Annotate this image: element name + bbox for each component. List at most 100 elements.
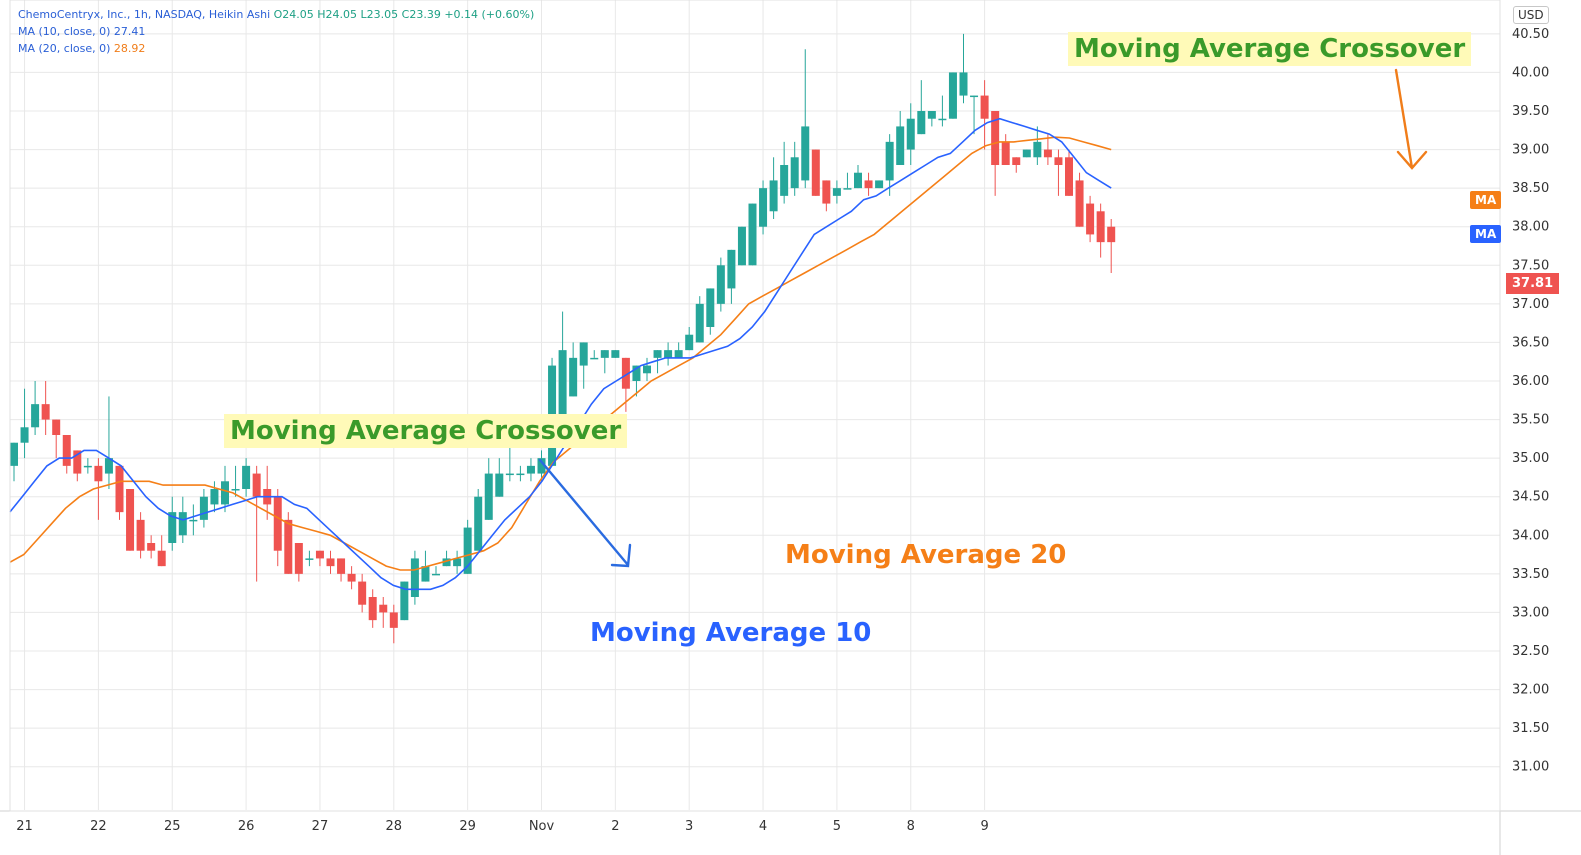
y-tick-label: 41.00 <box>1512 0 1549 3</box>
x-tick-label: 3 <box>685 819 693 834</box>
x-tick-label: 26 <box>238 819 255 834</box>
candle-body <box>347 573 356 582</box>
candle-body <box>273 496 282 551</box>
candle-body <box>1001 141 1010 165</box>
candle-body <box>980 95 989 119</box>
x-tick-label: 22 <box>90 819 107 834</box>
candle-body <box>864 180 873 189</box>
candle-body <box>20 427 29 443</box>
symbol-title: ChemoCentryx, Inc., 1h, NASDAQ, Heikin A… <box>18 8 271 21</box>
candle-body <box>1012 157 1021 165</box>
y-tick-label: 39.50 <box>1512 104 1549 119</box>
y-tick-label: 40.00 <box>1512 65 1549 80</box>
ma20-annotation: Moving Average 20 <box>785 540 1067 570</box>
candle-body <box>147 543 156 551</box>
candle-body <box>1022 149 1031 158</box>
candle-body <box>759 188 768 227</box>
candle-body <box>959 72 968 96</box>
y-tick-label: 36.00 <box>1512 374 1549 389</box>
annotation-arrows <box>538 68 1428 568</box>
candle-body <box>716 265 725 304</box>
candle-body <box>115 465 124 513</box>
ohlc-values: O24.05 H24.05 L23.05 C23.39 +0.14 (+0.60… <box>273 8 535 21</box>
moving-averages <box>9 117 1112 591</box>
candle-body <box>727 249 736 289</box>
candle-body <box>73 450 82 474</box>
candle-body <box>970 95 979 98</box>
y-tick-label: 35.50 <box>1512 413 1549 428</box>
candle-body <box>685 334 694 351</box>
candle-body <box>516 473 525 476</box>
y-tick-label: 32.00 <box>1512 683 1549 698</box>
y-tick-label: 31.50 <box>1512 721 1549 736</box>
candle-body <box>484 473 493 520</box>
candle-body <box>1096 211 1105 243</box>
crossover-callout-2: Moving Average Crossover <box>1068 32 1472 66</box>
candle-body <box>368 597 377 621</box>
candle-body <box>653 350 662 358</box>
candle-body <box>83 465 92 468</box>
candle-body <box>643 365 651 374</box>
candle-body <box>379 604 388 613</box>
candle-body <box>854 172 862 189</box>
candle-body <box>421 566 430 582</box>
candle-body <box>315 550 324 559</box>
ma10-legend-label: MA (10, close, 0) <box>18 25 111 38</box>
candle-body <box>94 465 103 482</box>
candle-body <box>463 527 472 574</box>
x-tick-label: 29 <box>459 819 476 834</box>
ma10-line <box>9 117 1112 591</box>
candle-body <box>664 350 673 358</box>
ma10-annotation: Moving Average 10 <box>590 618 872 648</box>
candle-body <box>389 612 398 628</box>
candle-body <box>537 458 546 474</box>
candle-body <box>1065 157 1073 196</box>
currency-button[interactable]: USD <box>1513 6 1549 24</box>
y-tick-label: 32.50 <box>1512 644 1549 659</box>
x-tick-label: 2 <box>611 819 619 834</box>
candle-body <box>41 404 50 420</box>
ma10-legend-value: 27.41 <box>113 25 146 38</box>
x-tick-label: 21 <box>16 819 33 834</box>
ma20-legend-value: 28.92 <box>113 42 146 55</box>
candle-body <box>748 203 757 266</box>
candle-body <box>1075 180 1084 227</box>
y-tick-label: 36.50 <box>1512 335 1549 350</box>
candle-body <box>221 481 229 505</box>
legend-line-ma20: MA (20, close, 0) 28.92 <box>18 42 145 55</box>
candle-body <box>790 157 799 189</box>
candle-body <box>157 550 166 567</box>
x-tick-label: 9 <box>980 819 988 834</box>
candle-body <box>991 111 1000 165</box>
candle-body <box>305 558 314 560</box>
candle-body <box>811 149 820 196</box>
candle-body <box>832 188 841 196</box>
candle-body <box>948 72 957 119</box>
y-tick-label: 38.00 <box>1512 220 1549 235</box>
candle-body <box>10 442 18 466</box>
candle-body <box>621 357 630 389</box>
candle-body <box>474 496 483 551</box>
candle-body <box>885 141 894 181</box>
candle-body <box>284 519 293 574</box>
candle-body <box>822 180 831 204</box>
candle-body <box>917 111 926 135</box>
arrow-crossover-2 <box>1394 68 1428 170</box>
candle-body <box>896 126 905 165</box>
candle-body <box>938 118 947 121</box>
candle-body <box>136 519 145 551</box>
x-tick-label: 4 <box>759 819 767 834</box>
candle-body <box>210 489 219 505</box>
candle-body <box>632 365 641 381</box>
candle-body <box>769 180 778 212</box>
candle-body <box>569 357 578 397</box>
candle-body <box>674 350 683 358</box>
x-tick-label: 28 <box>386 819 403 834</box>
candle-body <box>358 581 367 605</box>
y-tick-label: 37.00 <box>1512 297 1549 312</box>
candle-body <box>337 558 346 574</box>
y-tick-label: 40.50 <box>1512 27 1549 42</box>
arrow-crossover-1 <box>538 458 632 568</box>
candle-body <box>294 543 303 574</box>
crossover-callout-1: Moving Average Crossover <box>224 414 628 448</box>
